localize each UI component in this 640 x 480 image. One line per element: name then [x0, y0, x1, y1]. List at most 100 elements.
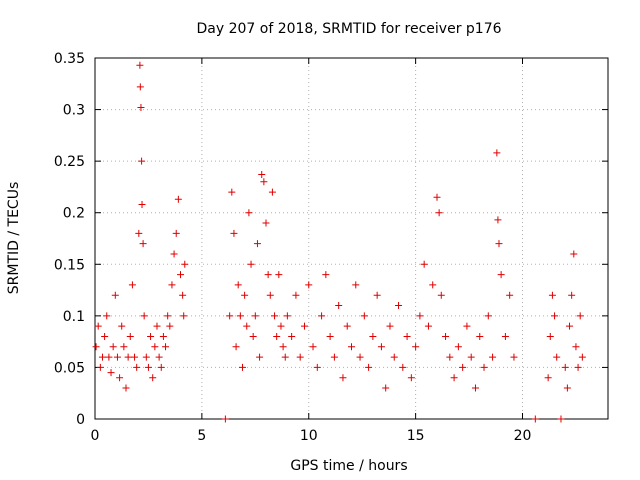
data-point-marker — [365, 363, 373, 371]
data-point-marker — [574, 363, 582, 371]
data-point-marker — [241, 291, 249, 299]
data-point-marker — [386, 322, 394, 330]
data-point-marker — [339, 374, 347, 382]
data-point-marker — [92, 343, 100, 351]
x-tick-label: 5 — [197, 428, 206, 444]
data-point-marker — [94, 322, 102, 330]
data-point-marker — [454, 343, 462, 351]
data-point-marker — [120, 343, 128, 351]
data-point-marker — [531, 415, 539, 423]
data-point-marker — [360, 312, 368, 320]
x-tick-label: 0 — [91, 428, 100, 444]
plot-frame — [94, 57, 609, 420]
data-point-marker — [382, 384, 390, 392]
data-point-marker — [105, 353, 113, 361]
data-point-marker — [162, 343, 170, 351]
data-point-marker — [313, 363, 321, 371]
data-point-marker — [352, 281, 360, 289]
data-point-marker — [576, 312, 584, 320]
data-point-marker — [155, 353, 163, 361]
data-point-marker — [471, 384, 479, 392]
data-point-marker — [497, 271, 505, 279]
data-point-marker — [459, 363, 467, 371]
data-point-marker — [232, 343, 240, 351]
data-point-marker — [566, 322, 574, 330]
data-point-marker — [174, 195, 182, 203]
data-point-marker — [159, 332, 167, 340]
data-point-marker — [264, 271, 272, 279]
data-point-marker — [147, 332, 155, 340]
data-point-marker — [266, 291, 274, 299]
y-tick-label: 0.3 — [63, 103, 85, 119]
data-point-marker — [277, 322, 285, 330]
data-point-marker — [561, 363, 569, 371]
data-point-marker — [262, 219, 270, 227]
data-point-marker — [268, 188, 276, 196]
data-point-marker — [563, 384, 571, 392]
data-point-marker — [377, 343, 385, 351]
x-tick-label: 10 — [300, 428, 318, 444]
data-point-marker — [111, 291, 119, 299]
data-point-marker — [273, 332, 281, 340]
y-tick-label: 0.2 — [63, 206, 85, 222]
data-point-marker — [136, 83, 144, 91]
y-tick-label: 0.15 — [54, 257, 85, 273]
data-point-marker — [103, 312, 111, 320]
data-point-marker — [412, 343, 420, 351]
data-point-marker — [510, 353, 518, 361]
data-point-marker — [149, 374, 157, 382]
data-point-marker — [157, 363, 165, 371]
data-point-marker — [356, 353, 364, 361]
data-point-marker — [322, 271, 330, 279]
data-point-marker — [578, 353, 586, 361]
data-point-marker — [153, 322, 161, 330]
x-tick-label: 15 — [407, 428, 425, 444]
data-point-marker — [335, 302, 343, 310]
data-point-marker — [96, 363, 104, 371]
data-point-marker — [136, 61, 144, 69]
data-points — [92, 61, 586, 423]
data-point-marker — [343, 322, 351, 330]
data-point-marker — [140, 312, 148, 320]
data-point-marker — [420, 260, 428, 268]
data-point-marker — [107, 369, 115, 377]
data-point-marker — [275, 271, 283, 279]
data-point-marker — [300, 322, 308, 330]
y-tick-label: 0 — [76, 412, 85, 428]
data-point-marker — [348, 343, 355, 351]
data-point-marker — [180, 312, 188, 320]
data-point-marker — [326, 332, 334, 340]
data-point-marker — [236, 312, 244, 320]
data-point-marker — [221, 415, 229, 423]
data-point-marker — [544, 374, 552, 382]
data-point-marker — [249, 332, 257, 340]
data-point-marker — [493, 149, 501, 157]
y-tick-label: 0.25 — [54, 154, 85, 170]
data-point-marker — [256, 353, 264, 361]
data-point-marker — [238, 363, 246, 371]
data-point-marker — [369, 332, 377, 340]
data-point-marker — [407, 374, 415, 382]
data-point-marker — [124, 353, 132, 361]
data-point-marker — [296, 353, 304, 361]
data-point-marker — [288, 332, 296, 340]
data-point-marker — [489, 353, 497, 361]
data-point-marker — [467, 353, 475, 361]
axis-ticks: 0 5 10 15 20 0 0.05 0.1 0.15 0.2 0.25 0.3 0.35 — [54, 51, 608, 444]
data-point-marker — [122, 384, 130, 392]
data-point-marker — [253, 240, 261, 248]
data-point-marker — [433, 193, 441, 201]
y-axis-label: SRMTID / TECUs — [6, 182, 22, 295]
data-point-marker — [113, 353, 121, 361]
data-point-marker — [463, 322, 471, 330]
data-point-marker — [557, 415, 565, 423]
data-point-marker — [101, 332, 109, 340]
data-point-marker — [403, 332, 411, 340]
data-point-marker — [135, 229, 143, 237]
data-point-marker — [181, 260, 189, 268]
data-point-marker — [116, 374, 124, 382]
x-tick-label: 20 — [514, 428, 532, 444]
y-tick-label: 0.05 — [54, 360, 85, 376]
